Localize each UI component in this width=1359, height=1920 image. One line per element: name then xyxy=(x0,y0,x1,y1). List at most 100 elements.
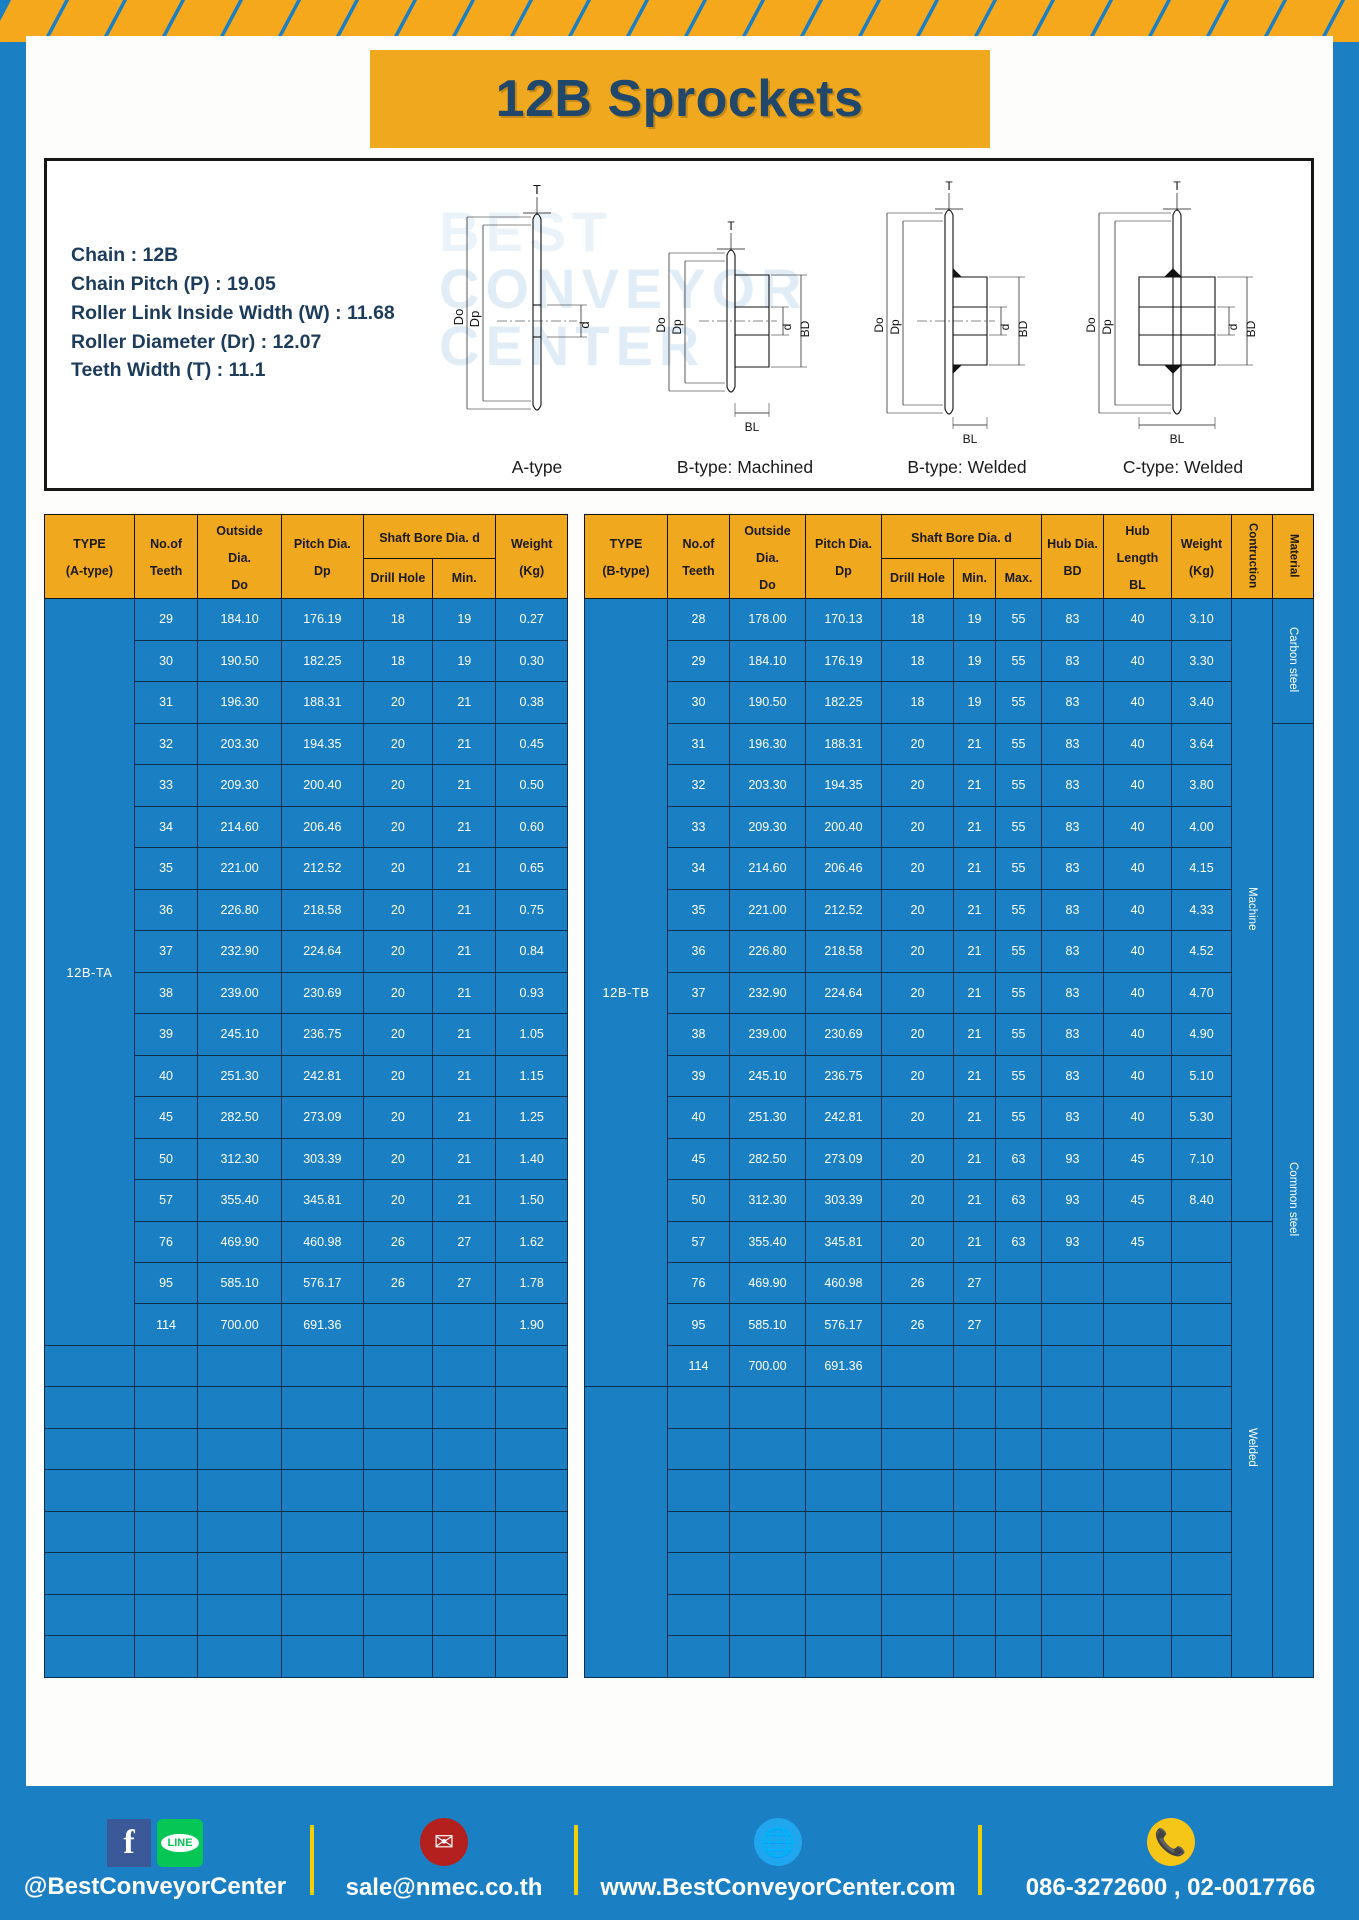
header-b-construction: Contruction xyxy=(1231,513,1273,600)
email-icon[interactable]: ✉ xyxy=(420,1818,468,1866)
table-cell: 55 xyxy=(994,1054,1043,1098)
table-cell: 21 xyxy=(952,805,996,849)
website-url[interactable]: www.BestConveyorCenter.com xyxy=(600,1874,956,1901)
table-cell: 76 xyxy=(133,1220,199,1264)
header-a-od-1: Outside xyxy=(216,524,263,538)
table-row: 40 251.30 242.81 20 21 55 83 40 5.30 xyxy=(584,1096,1313,1139)
table-cell: 190.50 xyxy=(728,681,806,724)
table-cell-empty xyxy=(133,1386,199,1429)
table-cell: 576.17 xyxy=(280,1261,364,1305)
header-a-weight-main: Weight xyxy=(510,537,553,552)
table-cell-empty xyxy=(994,1510,1043,1554)
table-cell: 63 xyxy=(994,1220,1043,1264)
table-cell: 312.30 xyxy=(197,1137,282,1181)
header-b-hub-len-2: Length xyxy=(1116,550,1159,565)
table-cell: 36 xyxy=(666,930,730,973)
line-badge-text: LINE xyxy=(161,1834,199,1852)
page-title: 12B Sprockets xyxy=(495,70,864,128)
table-cell: 40 xyxy=(1103,1096,1172,1139)
table-cell-empty xyxy=(880,1635,954,1678)
table-cell-empty xyxy=(280,1427,364,1471)
table-cell-empty xyxy=(44,1635,135,1678)
table-cell: 21 xyxy=(952,888,996,932)
table-cell: 206.46 xyxy=(280,805,364,849)
table-row: 29 184.10 176.19 18 19 55 83 40 3.30 xyxy=(584,639,1313,683)
table-cell: 1.50 xyxy=(495,1179,568,1222)
table-cell-empty xyxy=(666,1635,730,1678)
table-cell: 273.09 xyxy=(280,1096,364,1139)
table-cell: 55 xyxy=(994,1096,1043,1139)
table-cell-empty xyxy=(728,1386,806,1429)
spec-chain: Chain : 12B xyxy=(71,244,179,266)
table-cell: 40 xyxy=(1103,681,1172,724)
footer-divider-2 xyxy=(574,1825,578,1895)
table-cell: 20 xyxy=(362,1096,434,1139)
table-cell-empty xyxy=(495,1469,568,1512)
table-cell-empty xyxy=(495,1593,568,1637)
table-cell: 40 xyxy=(1103,639,1172,683)
table-cell: 45 xyxy=(1103,1179,1172,1222)
facebook-handle[interactable]: @BestConveyorCenter xyxy=(23,1873,287,1900)
table-cell: 176.19 xyxy=(804,639,882,683)
table-cell-empty xyxy=(197,1510,282,1554)
email-address[interactable]: sale@nmec.co.th xyxy=(345,1874,543,1901)
table-cell-empty xyxy=(280,1386,364,1429)
table-cell-empty xyxy=(362,1386,434,1429)
footer-contact-bar: f LINE @BestConveyorCenter ✉ sale@nmec.c… xyxy=(0,1800,1359,1920)
header-b-pd-1: Pitch Dia. xyxy=(814,537,872,552)
header-a-min: Min. xyxy=(432,558,497,600)
svg-text:Do: Do xyxy=(654,317,668,333)
table-cell-empty xyxy=(432,1469,497,1512)
table-cell: 40 xyxy=(1103,764,1172,807)
table-row-empty xyxy=(44,1469,568,1512)
table-cell: 30 xyxy=(133,639,199,683)
table-cell-empty xyxy=(952,1469,996,1512)
header-a-pd-sym: Dp xyxy=(313,564,331,579)
table-cell-empty xyxy=(1041,1469,1104,1512)
header-b-type-sub: (B-type) xyxy=(602,564,650,579)
table-cell: 188.31 xyxy=(280,681,364,724)
table-cell: 40 xyxy=(1103,598,1172,641)
svg-text:T: T xyxy=(727,219,735,233)
table-cell: 83 xyxy=(1041,847,1104,890)
phone-number[interactable]: 086-3272600 , 02-0017766 xyxy=(1025,1874,1316,1901)
facebook-icon[interactable]: f xyxy=(107,1819,151,1867)
table-cell-empty xyxy=(133,1510,199,1554)
cell-type-label: 12B-TB xyxy=(583,598,668,1388)
top-decoration-band xyxy=(0,0,1359,42)
table-cell-empty xyxy=(952,1593,996,1637)
svg-text:BD: BD xyxy=(1016,320,1030,337)
table-cell: 45 xyxy=(133,1096,199,1139)
table-cell: 20 xyxy=(880,971,954,1015)
footer-divider-1 xyxy=(310,1825,314,1895)
table-row: 114 700.00 691.36 1.90 xyxy=(45,1303,568,1346)
table-cell: 76 xyxy=(666,1261,730,1305)
table-cell xyxy=(994,1261,1043,1305)
globe-icon[interactable]: 🌐 xyxy=(754,1818,802,1866)
header-a-drill-hole: Drill Hole xyxy=(362,558,434,600)
table-cell-empty xyxy=(952,1510,996,1554)
table-row-empty xyxy=(583,1386,1313,1678)
svg-text:Do: Do xyxy=(451,309,466,326)
table-cell: 5.30 xyxy=(1171,1096,1232,1139)
table-cell: 226.80 xyxy=(728,930,806,973)
table-cell: 55 xyxy=(994,805,1043,849)
table-cell: 35 xyxy=(133,847,199,890)
table-cell: 20 xyxy=(362,1054,434,1098)
table-cell-empty xyxy=(44,1510,135,1554)
table-cell: 20 xyxy=(880,764,954,807)
table-cell: 5.10 xyxy=(1171,1054,1232,1098)
phone-icon[interactable]: 📞 xyxy=(1146,1818,1195,1866)
table-cell: 32 xyxy=(133,722,199,766)
line-icon[interactable]: LINE xyxy=(157,1819,203,1867)
table-cell-empty xyxy=(994,1427,1043,1471)
table-cell: 38 xyxy=(666,1013,730,1056)
table-cell xyxy=(1103,1303,1172,1346)
table-cell: 184.10 xyxy=(728,639,806,683)
table-cell-empty xyxy=(133,1427,199,1471)
table-cell: 691.36 xyxy=(280,1303,364,1346)
table-row: 32 203.30 194.35 20 21 0.45 xyxy=(45,722,568,766)
table-cell: 196.30 xyxy=(728,722,806,766)
table-cell: 221.00 xyxy=(728,888,806,932)
table-cell: 21 xyxy=(952,1054,996,1098)
